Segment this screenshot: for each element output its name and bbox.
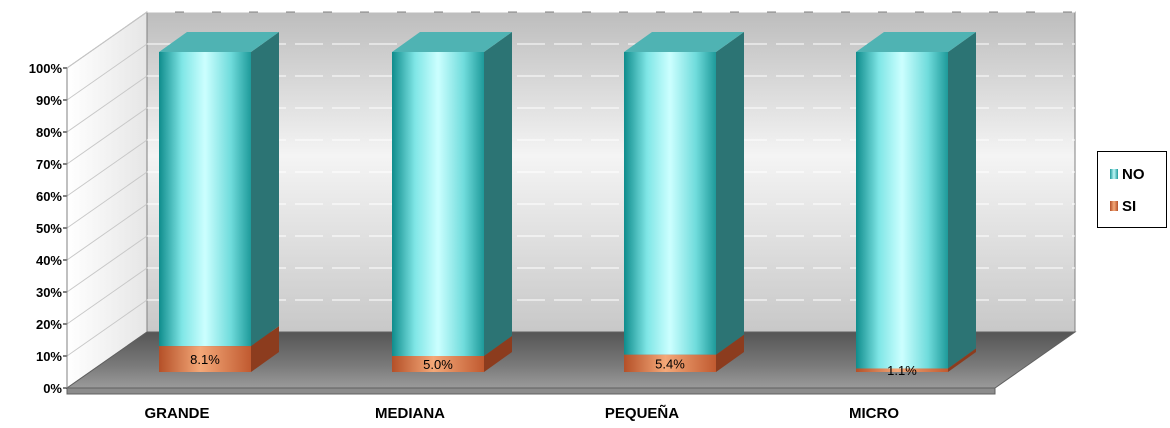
gridline-side xyxy=(66,139,148,197)
y-tick-label: 70% xyxy=(36,157,62,172)
legend-item-si: SI xyxy=(1110,197,1137,215)
bar-group-mediana: 5.0% xyxy=(392,32,512,372)
gridline-side xyxy=(66,43,148,101)
y-tick-label: 10% xyxy=(36,349,62,364)
gridline-side xyxy=(66,75,148,133)
legend-label-si: SI xyxy=(1122,197,1137,215)
legend: NO SI xyxy=(1097,151,1167,228)
gridline-side xyxy=(66,299,148,357)
gridline-side xyxy=(66,235,148,293)
bar-no-side xyxy=(484,32,512,356)
x-tick-label: MEDIANA xyxy=(375,405,445,422)
x-tick-label: GRANDE xyxy=(144,405,209,422)
bar-group-pequeña: 5.4% xyxy=(624,32,744,372)
bar-si-front xyxy=(159,346,251,372)
legend-item-no: NO xyxy=(1110,165,1145,183)
bar-no-side xyxy=(716,32,744,355)
bar-no-front xyxy=(624,52,716,355)
bar-no-top xyxy=(392,32,512,52)
gridline-side xyxy=(66,203,148,261)
bar-si-side xyxy=(484,336,512,372)
bar-no-front xyxy=(856,52,948,369)
data-label-si: 5.4% xyxy=(655,356,685,371)
legend-label-no: NO xyxy=(1122,165,1145,183)
x-tick-label: PEQUEÑA xyxy=(605,404,679,422)
bar-group-grande: 8.1% xyxy=(159,32,279,372)
bar-no-side xyxy=(251,32,279,347)
gridlines xyxy=(66,11,1075,357)
y-tick-label: 90% xyxy=(36,93,62,108)
floor-front xyxy=(66,387,996,395)
y-tick-label: 0% xyxy=(43,381,62,396)
bar-si-side xyxy=(948,348,976,372)
y-tick-label: 30% xyxy=(36,285,62,300)
bar-si-side xyxy=(251,326,279,372)
gridline-side xyxy=(66,107,148,165)
bar-no-top xyxy=(856,32,976,52)
bar-no-top xyxy=(624,32,744,52)
bar-group-micro: 1.1% xyxy=(856,32,976,378)
bar-no-front xyxy=(392,52,484,356)
x-axis: GRANDE MEDIANA PEQUEÑA MICRO xyxy=(144,404,899,422)
y-tick-label: 40% xyxy=(36,253,62,268)
x-tick-label: MICRO xyxy=(849,405,899,422)
data-label-si: 8.1% xyxy=(190,352,220,367)
y-tick-label: 60% xyxy=(36,189,62,204)
y-tick-label: 80% xyxy=(36,125,62,140)
gridline-side xyxy=(66,11,148,69)
y-axis: 0% 10% 20% 30% 40% 50% 60% 70% 80% 90% 100% xyxy=(29,61,68,396)
gridline-side xyxy=(66,267,148,325)
legend-swatch-si xyxy=(1110,201,1118,211)
plot-floor xyxy=(65,331,1077,395)
y-tick-label: 20% xyxy=(36,317,62,332)
bars: 8.1% 5.0% 5.4% 1.1% xyxy=(159,32,976,378)
bar-si-front xyxy=(856,368,948,372)
bar-no-side xyxy=(948,32,976,369)
bar-si-side xyxy=(716,334,744,372)
y-tick-label: 50% xyxy=(36,221,62,236)
bar-no-front xyxy=(159,52,251,347)
data-label-si: 1.1% xyxy=(887,363,917,378)
y-tick-label: 100% xyxy=(29,61,63,76)
data-label-si: 5.0% xyxy=(423,357,453,372)
bar-si-front xyxy=(392,356,484,372)
bar-si-front xyxy=(624,354,716,372)
legend-swatch-no xyxy=(1110,169,1118,179)
gridline-side xyxy=(66,171,148,229)
bar-no-top xyxy=(159,32,279,52)
